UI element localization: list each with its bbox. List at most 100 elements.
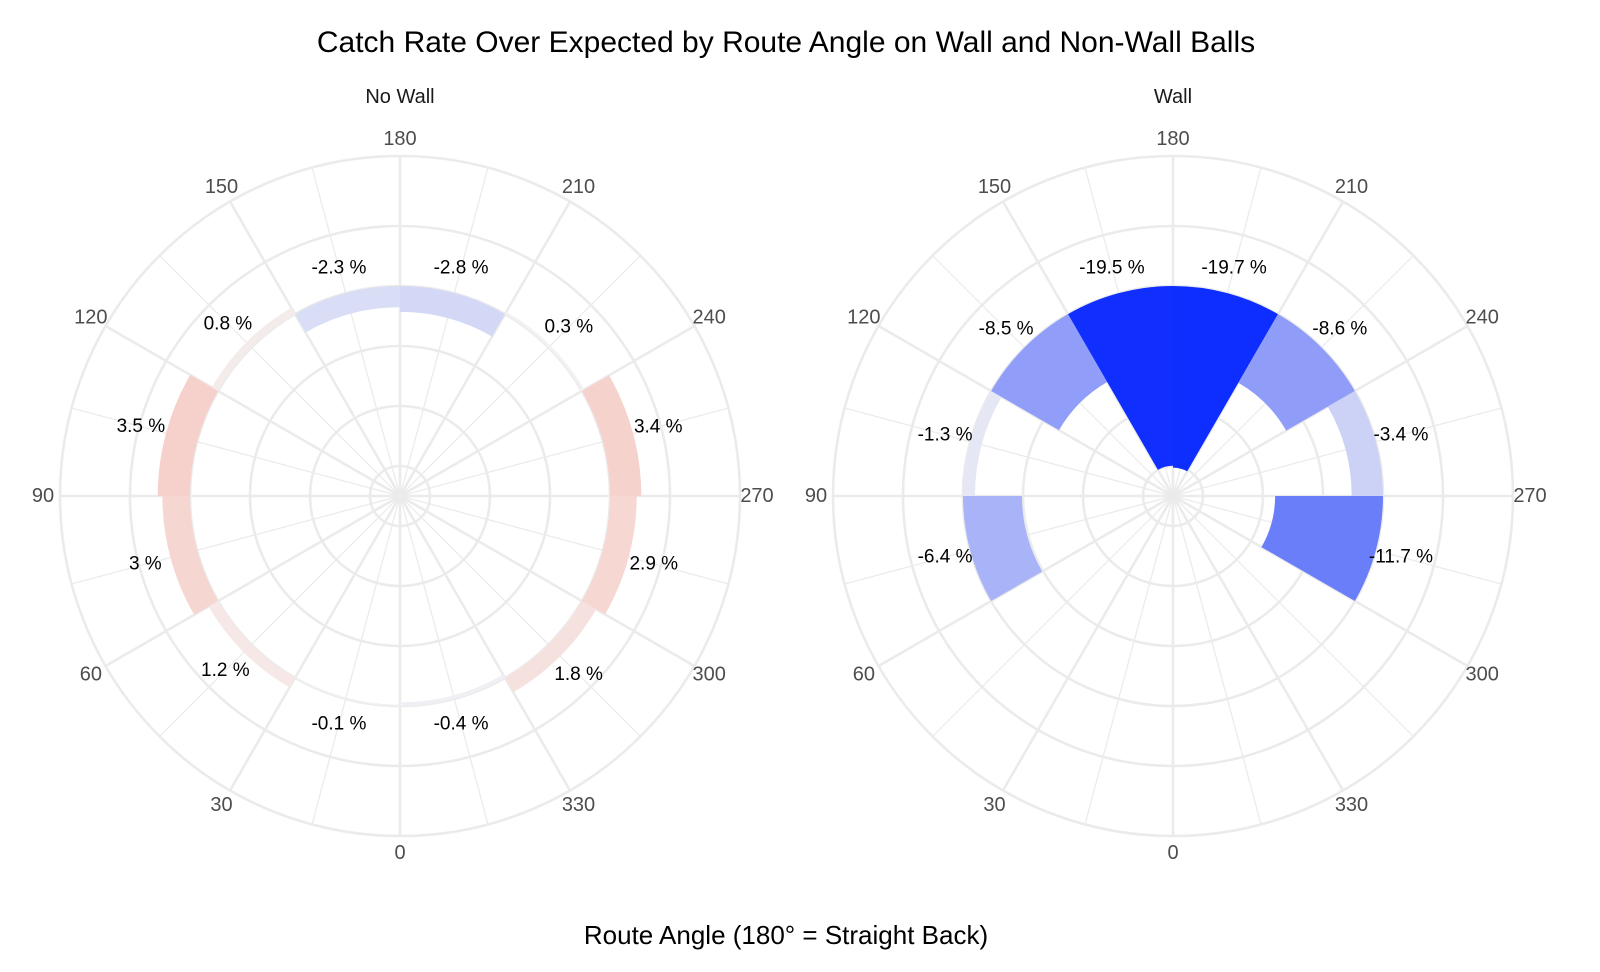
angle-tick-label: 150 — [978, 176, 1011, 198]
polar-grid — [831, 154, 1515, 838]
grid-spoke-major — [877, 494, 1174, 668]
bar-225 — [1238, 314, 1355, 431]
angle-tick-label: 120 — [847, 307, 880, 329]
bar-label-285: 2.9 % — [629, 554, 678, 575]
bar-label-135: 0.8 % — [204, 313, 253, 334]
angle-tick-label: 270 — [1513, 485, 1546, 507]
angle-ticks: 0 30 60 90 120 150 180 210 240 270 300 330 — [805, 128, 1547, 864]
bar-165 — [295, 286, 400, 333]
grid-spoke-minor — [1172, 407, 1502, 497]
grid-spoke-minor — [311, 167, 401, 497]
bar-label-255: 3.4 % — [634, 416, 683, 437]
facet-label: Wall — [1154, 86, 1192, 108]
bars — [157, 286, 642, 706]
bars — [963, 286, 1383, 601]
grid-ring — [368, 464, 432, 528]
angle-tick-label: 240 — [692, 307, 725, 329]
grid-spoke-minor — [399, 495, 489, 825]
panel-no-wall: No Wall 1.2 % 3 % 3.5 % 0.8 % -2.3 % -2.8 % 0.3… — [32, 86, 774, 864]
angle-tick-label: 270 — [740, 485, 773, 507]
angle-tick-label: 240 — [1465, 307, 1498, 329]
bar-label-165: -19.5 % — [1079, 258, 1145, 279]
grid-spoke-major — [399, 324, 696, 498]
grid-spoke-minor — [1084, 495, 1174, 825]
bar-label-75: -6.4 % — [918, 547, 973, 568]
grid-ring — [248, 344, 552, 648]
angle-tick-label: 300 — [1465, 664, 1498, 686]
bar-label-15: -0.1 % — [311, 713, 366, 734]
angle-tick-label: 150 — [205, 176, 238, 198]
bar-label-225: -8.6 % — [1312, 319, 1367, 340]
bar-135 — [211, 307, 295, 391]
grid-spoke-major — [877, 324, 1174, 498]
grid-spoke-major — [104, 494, 401, 668]
bar-label-135: -8.5 % — [979, 319, 1034, 340]
grid-spoke-minor — [399, 495, 729, 585]
bar-label-345: -0.4 % — [434, 713, 489, 734]
bar-285 — [1261, 496, 1383, 601]
angle-tick-label: 330 — [562, 794, 595, 816]
grid-ring — [901, 224, 1445, 768]
grid-spoke-major — [1171, 495, 1345, 792]
bar-195 — [1173, 286, 1278, 472]
grid-spoke-major — [1172, 324, 1469, 498]
bar-label-45: 1.2 % — [201, 660, 250, 681]
angle-tick-label: 120 — [74, 307, 107, 329]
grid-spoke-minor — [399, 255, 641, 497]
grid-spoke-minor — [399, 167, 489, 497]
angle-tick-label: 0 — [394, 842, 405, 864]
bar-label-285: -11.7 % — [1369, 547, 1433, 568]
bar-195 — [400, 286, 505, 337]
chart-title: Catch Rate Over Expected by Route Angle … — [317, 26, 1255, 59]
bar-345 — [400, 674, 505, 706]
grid-spoke-minor — [159, 255, 401, 497]
bar-75 — [963, 496, 1043, 601]
grid-spoke-major — [228, 495, 402, 792]
bar-label-195: -2.8 % — [434, 258, 489, 279]
angle-tick-label: 90 — [805, 485, 827, 507]
grid-spoke-major — [104, 324, 401, 498]
angle-tick-label: 330 — [1335, 794, 1368, 816]
grid-spoke-minor — [399, 407, 729, 497]
grid-spoke-minor — [844, 407, 1174, 497]
grid-ring — [308, 404, 492, 588]
bar-105 — [963, 391, 1002, 496]
bar-75 — [162, 496, 219, 615]
bar-label-165: -2.3 % — [311, 258, 366, 279]
angle-tick-label: 60 — [853, 664, 875, 686]
grid-spoke-minor — [159, 495, 401, 737]
grid-ring — [58, 154, 742, 838]
bar-285 — [581, 496, 637, 615]
angle-tick-label: 30 — [210, 794, 232, 816]
angle-tick-label: 60 — [80, 664, 102, 686]
grid-spoke-major — [228, 200, 402, 497]
grid-ring — [831, 154, 1515, 838]
grid-spoke-minor — [1172, 495, 1262, 825]
bar-label-75: 3 % — [129, 554, 162, 575]
facet-label: No Wall — [365, 86, 434, 108]
bar-label-315: 1.8 % — [554, 664, 603, 685]
bar-label-105: -1.3 % — [918, 424, 973, 445]
bar-45 — [208, 601, 295, 688]
bar-label-225: 0.3 % — [545, 317, 594, 338]
grid-spoke-minor — [1172, 495, 1414, 737]
angle-tick-label: 180 — [1156, 128, 1189, 150]
bar-label-255: -3.4 % — [1373, 424, 1428, 445]
grid-spoke-major — [398, 200, 572, 497]
grid-ring — [128, 224, 672, 768]
bar-315 — [505, 601, 597, 693]
bar-label-105: 3.5 % — [117, 416, 166, 437]
angle-tick-label: 180 — [383, 128, 416, 150]
bar-165 — [1068, 286, 1173, 470]
angle-ticks: 0 30 60 90 120 150 180 210 240 270 300 330 — [32, 128, 774, 864]
bar-labels: 1.2 % 3 % 3.5 % 0.8 % -2.3 % -2.8 % 0.3 % 3.4 %… — [117, 258, 683, 735]
bar-255 — [1327, 391, 1383, 496]
grid-spoke-minor — [932, 495, 1174, 737]
bar-105 — [157, 374, 219, 496]
angle-tick-label: 210 — [1335, 176, 1368, 198]
angle-tick-label: 210 — [562, 176, 595, 198]
angle-tick-label: 30 — [983, 794, 1005, 816]
x-axis-title: Route Angle (180° = Straight Back) — [584, 920, 988, 950]
bar-255 — [581, 375, 642, 496]
